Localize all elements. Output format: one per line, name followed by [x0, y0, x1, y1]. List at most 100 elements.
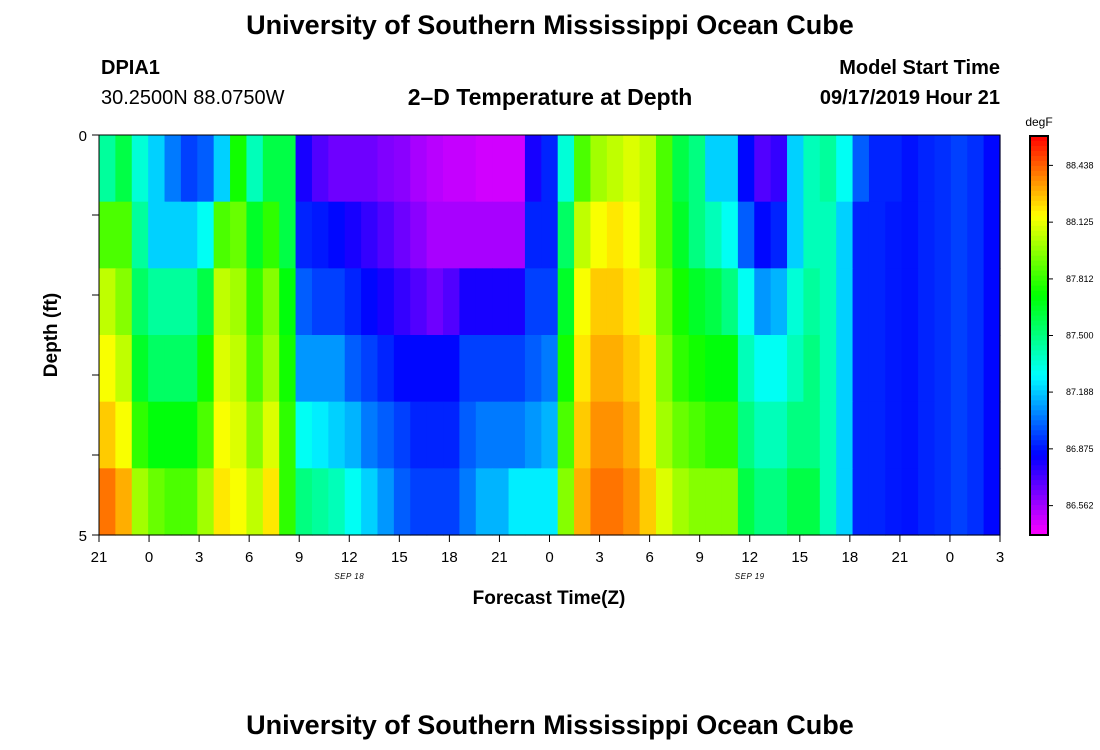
colorbar-segment	[1030, 490, 1048, 496]
colorbar-segment	[1030, 465, 1048, 471]
colorbar-segment	[1030, 260, 1048, 267]
heatmap-cell	[819, 201, 837, 269]
heatmap-cell	[410, 268, 428, 336]
heatmap-cell	[885, 401, 903, 469]
heatmap-cell	[705, 201, 723, 269]
heatmap-cell	[459, 468, 477, 536]
heatmap-cell	[475, 335, 493, 403]
heatmap-cell	[262, 468, 280, 536]
heatmap-cell	[852, 401, 870, 469]
heatmap-cell	[361, 335, 379, 403]
heatmap-cell	[279, 335, 297, 403]
heatmap-cell	[524, 135, 542, 203]
heatmap-cell	[590, 468, 608, 536]
heatmap-cell	[574, 268, 592, 336]
x-tick-label: 6	[645, 549, 653, 566]
x-tick-label: 9	[295, 549, 303, 566]
heatmap-cell	[754, 135, 772, 203]
heatmap-cell	[590, 135, 608, 203]
heatmap-cell	[590, 401, 608, 469]
heatmap-cell	[311, 468, 329, 536]
heatmap-cell	[557, 268, 575, 336]
heatmap-cell	[475, 401, 493, 469]
heatmap-cell	[131, 401, 149, 469]
heatmap-cell	[787, 401, 805, 469]
heatmap-cell	[918, 335, 936, 403]
colorbar-segment	[1030, 225, 1048, 232]
heatmap-cell	[361, 468, 379, 536]
heatmap-cell	[606, 201, 624, 269]
heatmap-cell	[852, 135, 870, 203]
heatmap-cell	[148, 335, 166, 403]
heatmap-cell	[230, 268, 248, 336]
colorbar-segment	[1030, 395, 1048, 401]
heatmap-cell	[639, 201, 657, 269]
heatmap-cell	[524, 468, 542, 536]
colorbar-segment	[1030, 305, 1048, 312]
x-tick-label: 6	[245, 549, 253, 566]
colorbar-segment	[1030, 245, 1048, 252]
heatmap-cell	[868, 268, 886, 336]
heatmap-cell	[99, 468, 116, 536]
heatmap-cell	[803, 401, 821, 469]
heatmap-cell	[131, 201, 149, 269]
heatmap-cell	[934, 201, 952, 269]
heatmap-cell	[230, 201, 248, 269]
heatmap-cell	[852, 468, 870, 536]
heatmap-cell	[901, 268, 919, 336]
heatmap-cell	[983, 135, 1001, 203]
heatmap-cell	[508, 401, 526, 469]
heatmap-cell	[328, 401, 346, 469]
colorbar-segment	[1030, 250, 1048, 257]
heatmap-cell	[197, 335, 215, 403]
heatmap-cell	[197, 135, 215, 203]
heatmap-cell	[885, 335, 903, 403]
heatmap-cell	[361, 135, 379, 203]
date-label: SEP 18	[334, 572, 364, 581]
heatmap-cell	[819, 468, 837, 536]
heatmap-cell	[967, 468, 985, 536]
colorbar-segment	[1030, 435, 1048, 441]
heatmap-cell	[639, 335, 657, 403]
heatmap-cell	[377, 335, 395, 403]
heatmap-cell	[410, 401, 428, 469]
heatmap-cell	[328, 268, 346, 336]
heatmap-cell	[983, 468, 1001, 536]
colorbar-segment	[1030, 140, 1048, 147]
heatmap-cell	[655, 268, 673, 336]
colorbar-segment	[1030, 360, 1048, 367]
colorbar-segment	[1030, 345, 1048, 352]
chart-subtitle: 2–D Temperature at Depth	[407, 84, 693, 110]
heatmap-cell	[557, 468, 575, 536]
colorbar-segment	[1030, 385, 1048, 391]
heatmap-cell	[655, 135, 673, 203]
colorbar-segment	[1030, 445, 1048, 451]
heatmap-cell	[868, 135, 886, 203]
heatmap-cell	[721, 201, 739, 269]
heatmap-cell	[262, 401, 280, 469]
colorbar-segment	[1030, 280, 1048, 287]
heatmap-cell	[230, 335, 248, 403]
colorbar-segment	[1030, 510, 1048, 516]
colorbar-segment	[1030, 520, 1048, 526]
heatmap-cell	[705, 401, 723, 469]
colorbar-segment	[1030, 475, 1048, 481]
heatmap-cell	[213, 268, 231, 336]
x-tick-label: 12	[741, 549, 758, 566]
colorbar-segment	[1030, 415, 1048, 421]
heatmap-cell	[623, 201, 641, 269]
colorbar-segment	[1030, 265, 1048, 272]
heatmap-cell	[737, 135, 755, 203]
heatmap-cell	[426, 468, 444, 536]
model-start-label: Model Start Time	[839, 57, 1000, 79]
heatmap-cell	[180, 468, 198, 536]
heatmap-cell	[803, 135, 821, 203]
heatmap-cell	[754, 468, 772, 536]
heatmap-cell	[508, 468, 526, 536]
heatmap-cell	[754, 268, 772, 336]
heatmap-cell	[295, 135, 313, 203]
heatmap-cell	[836, 268, 854, 336]
heatmap-cell	[688, 135, 706, 203]
colorbar-segment	[1030, 365, 1048, 372]
heatmap-cell	[230, 135, 248, 203]
